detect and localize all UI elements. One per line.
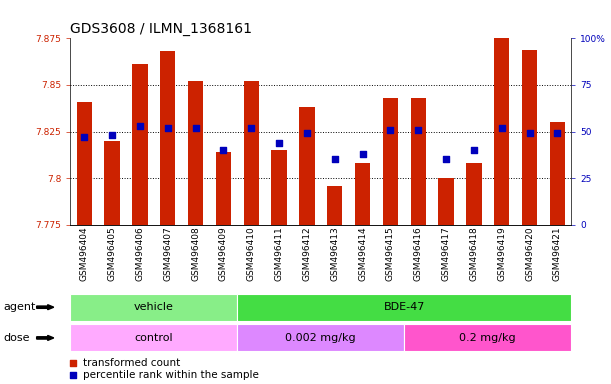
Bar [438,178,454,225]
Bar [76,102,92,225]
Bar [132,65,147,225]
Point [68,372,78,378]
Text: dose: dose [3,333,29,343]
Point [68,360,78,366]
Text: GDS3608 / ILMN_1368161: GDS3608 / ILMN_1368161 [70,23,252,36]
Text: control: control [134,333,173,343]
Text: BDE-47: BDE-47 [384,302,425,312]
Bar [70,294,237,321]
Bar [550,122,565,225]
Bar [404,324,571,351]
Bar [70,324,237,351]
Point [219,147,229,153]
Point [79,134,89,140]
Bar [522,50,537,225]
Point [107,132,117,138]
Point [302,130,312,136]
Point [469,147,479,153]
Point [441,156,451,162]
Text: percentile rank within the sample: percentile rank within the sample [83,370,258,380]
Point [386,127,395,133]
Bar [299,107,315,225]
Bar [188,81,203,225]
Text: transformed count: transformed count [83,358,180,368]
Point [413,127,423,133]
Text: agent: agent [3,302,35,312]
Point [274,140,284,146]
Bar [160,51,175,225]
Bar [382,98,398,225]
Bar [104,141,120,225]
Point [135,123,145,129]
Bar [466,163,481,225]
Point [191,125,200,131]
Bar [237,324,404,351]
Point [357,151,367,157]
Bar [244,81,259,225]
Point [163,125,172,131]
Point [525,130,535,136]
Bar [494,38,510,225]
Point [552,130,562,136]
Point [330,156,340,162]
Bar [216,152,231,225]
Bar [237,294,571,321]
Bar [327,185,342,225]
Bar [355,163,370,225]
Text: 0.2 mg/kg: 0.2 mg/kg [459,333,516,343]
Text: 0.002 mg/kg: 0.002 mg/kg [285,333,356,343]
Bar [271,150,287,225]
Point [246,125,256,131]
Bar [411,98,426,225]
Text: vehicle: vehicle [134,302,174,312]
Point [497,125,507,131]
